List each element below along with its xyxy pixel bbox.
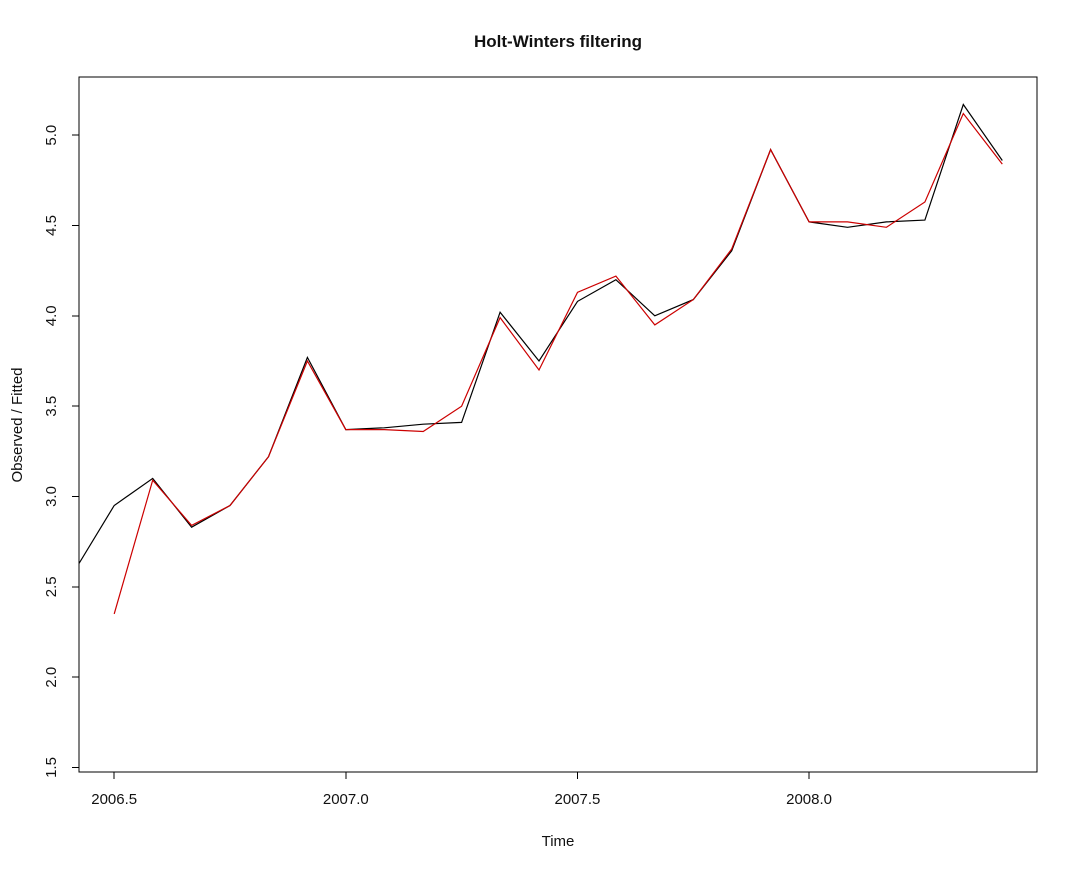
fitted-line	[113, 112, 1003, 615]
y-tick-label: 4.5	[43, 215, 60, 236]
y-tick-label: 2.5	[43, 576, 60, 597]
x-tick-label: 2007.5	[555, 791, 601, 808]
plot-border-box	[78, 76, 1038, 773]
series-lines	[79, 103, 1003, 615]
chart-title: Holt-Winters filtering	[474, 32, 642, 51]
x-tick-label: 2006.5	[91, 791, 137, 808]
y-axis-title: Observed / Fitted	[9, 367, 26, 482]
x-axis: 2006.5 2007.0 2007.5 2008.0	[91, 772, 832, 808]
x-tick-label: 2008.0	[786, 791, 832, 808]
x-tick-label: 2007.0	[323, 791, 369, 808]
x-axis-title: Time	[542, 833, 575, 850]
y-tick-label: 3.5	[43, 396, 60, 417]
y-tick-label: 3.0	[43, 486, 60, 507]
y-tick-label: 4.0	[43, 305, 60, 326]
y-tick-label: 5.0	[43, 125, 60, 146]
y-axis: 1.5 2.0 2.5 3.0 3.5 4.0 4.5 5.0	[43, 125, 79, 778]
observed-line	[79, 103, 1003, 565]
y-tick-label: 2.0	[43, 667, 60, 688]
y-tick-label: 1.5	[43, 757, 60, 778]
